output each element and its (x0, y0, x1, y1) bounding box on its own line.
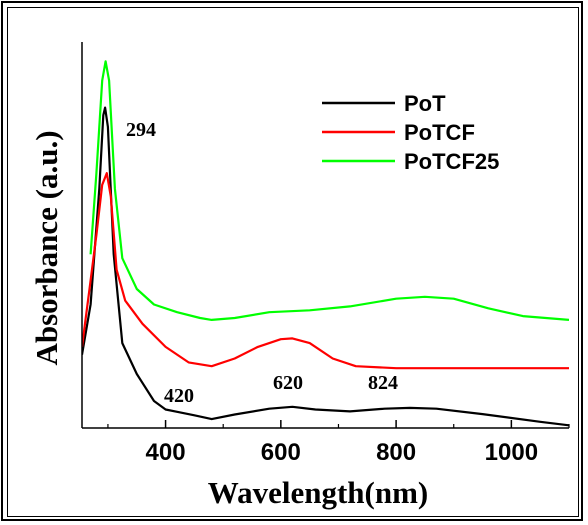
peak-label-620: 620 (273, 372, 303, 394)
series-line-potcf25 (89, 60, 569, 321)
series-line-potcf (82, 172, 569, 370)
x-tick-label: 1000 (485, 439, 538, 466)
x-tick-label: 800 (376, 439, 416, 466)
chart-inner-frame (7, 7, 579, 517)
legend-label-potcf: PoTCF (404, 120, 475, 145)
legend-label-pot: PoT (404, 91, 446, 116)
axes-layer: 400 600 800 1000 (81, 42, 570, 466)
x-tick-label: 600 (261, 439, 301, 466)
peak-label-294: 294 (126, 119, 156, 141)
annotations: 294 420 620 824 (126, 119, 398, 407)
x-tick-label: 400 (146, 439, 186, 466)
legend-label-potcf25: PoTCF25 (404, 149, 499, 174)
peak-label-420: 420 (164, 385, 194, 407)
legend: PoT PoTCF PoTCF25 (322, 91, 499, 174)
series-layer (82, 60, 569, 427)
peak-label-824: 824 (368, 372, 398, 394)
x-axis-title: Wavelength(nm) (208, 475, 428, 510)
y-axis-title: Absorbance (a.u.) (29, 130, 64, 365)
series-line-pot (82, 106, 569, 427)
